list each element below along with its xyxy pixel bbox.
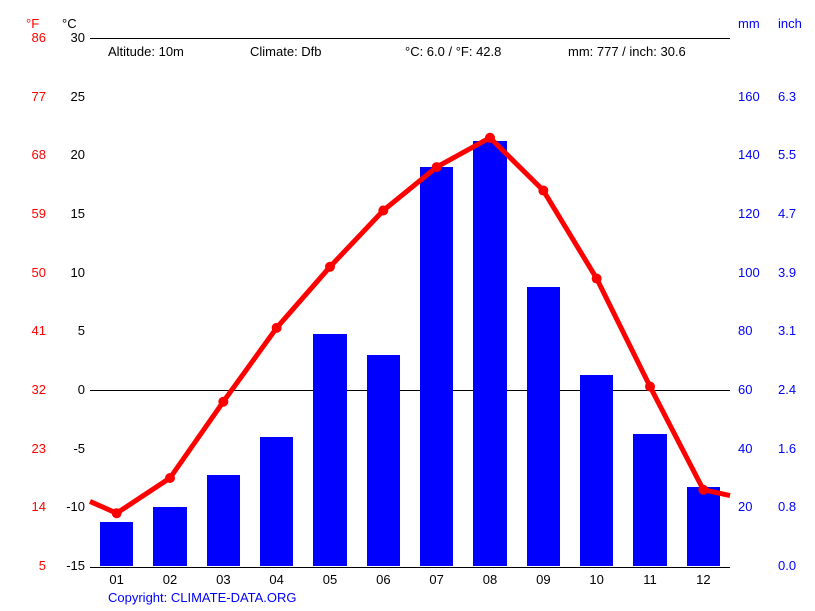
temperature-line [0, 0, 815, 611]
temperature-marker [698, 485, 708, 495]
temperature-marker [592, 274, 602, 284]
climate-chart: Altitude: 10mClimate: Dfb°C: 6.0 / °F: 4… [0, 0, 815, 611]
copyright-text: Copyright: CLIMATE-DATA.ORG [108, 590, 297, 605]
temperature-marker [112, 508, 122, 518]
temperature-marker [165, 473, 175, 483]
temperature-marker [432, 162, 442, 172]
temperature-marker [325, 262, 335, 272]
temperature-marker [485, 133, 495, 143]
temperature-marker [378, 205, 388, 215]
temperature-marker [272, 323, 282, 333]
temperature-marker [645, 381, 655, 391]
temperature-marker [538, 186, 548, 196]
temperature-marker [218, 397, 228, 407]
